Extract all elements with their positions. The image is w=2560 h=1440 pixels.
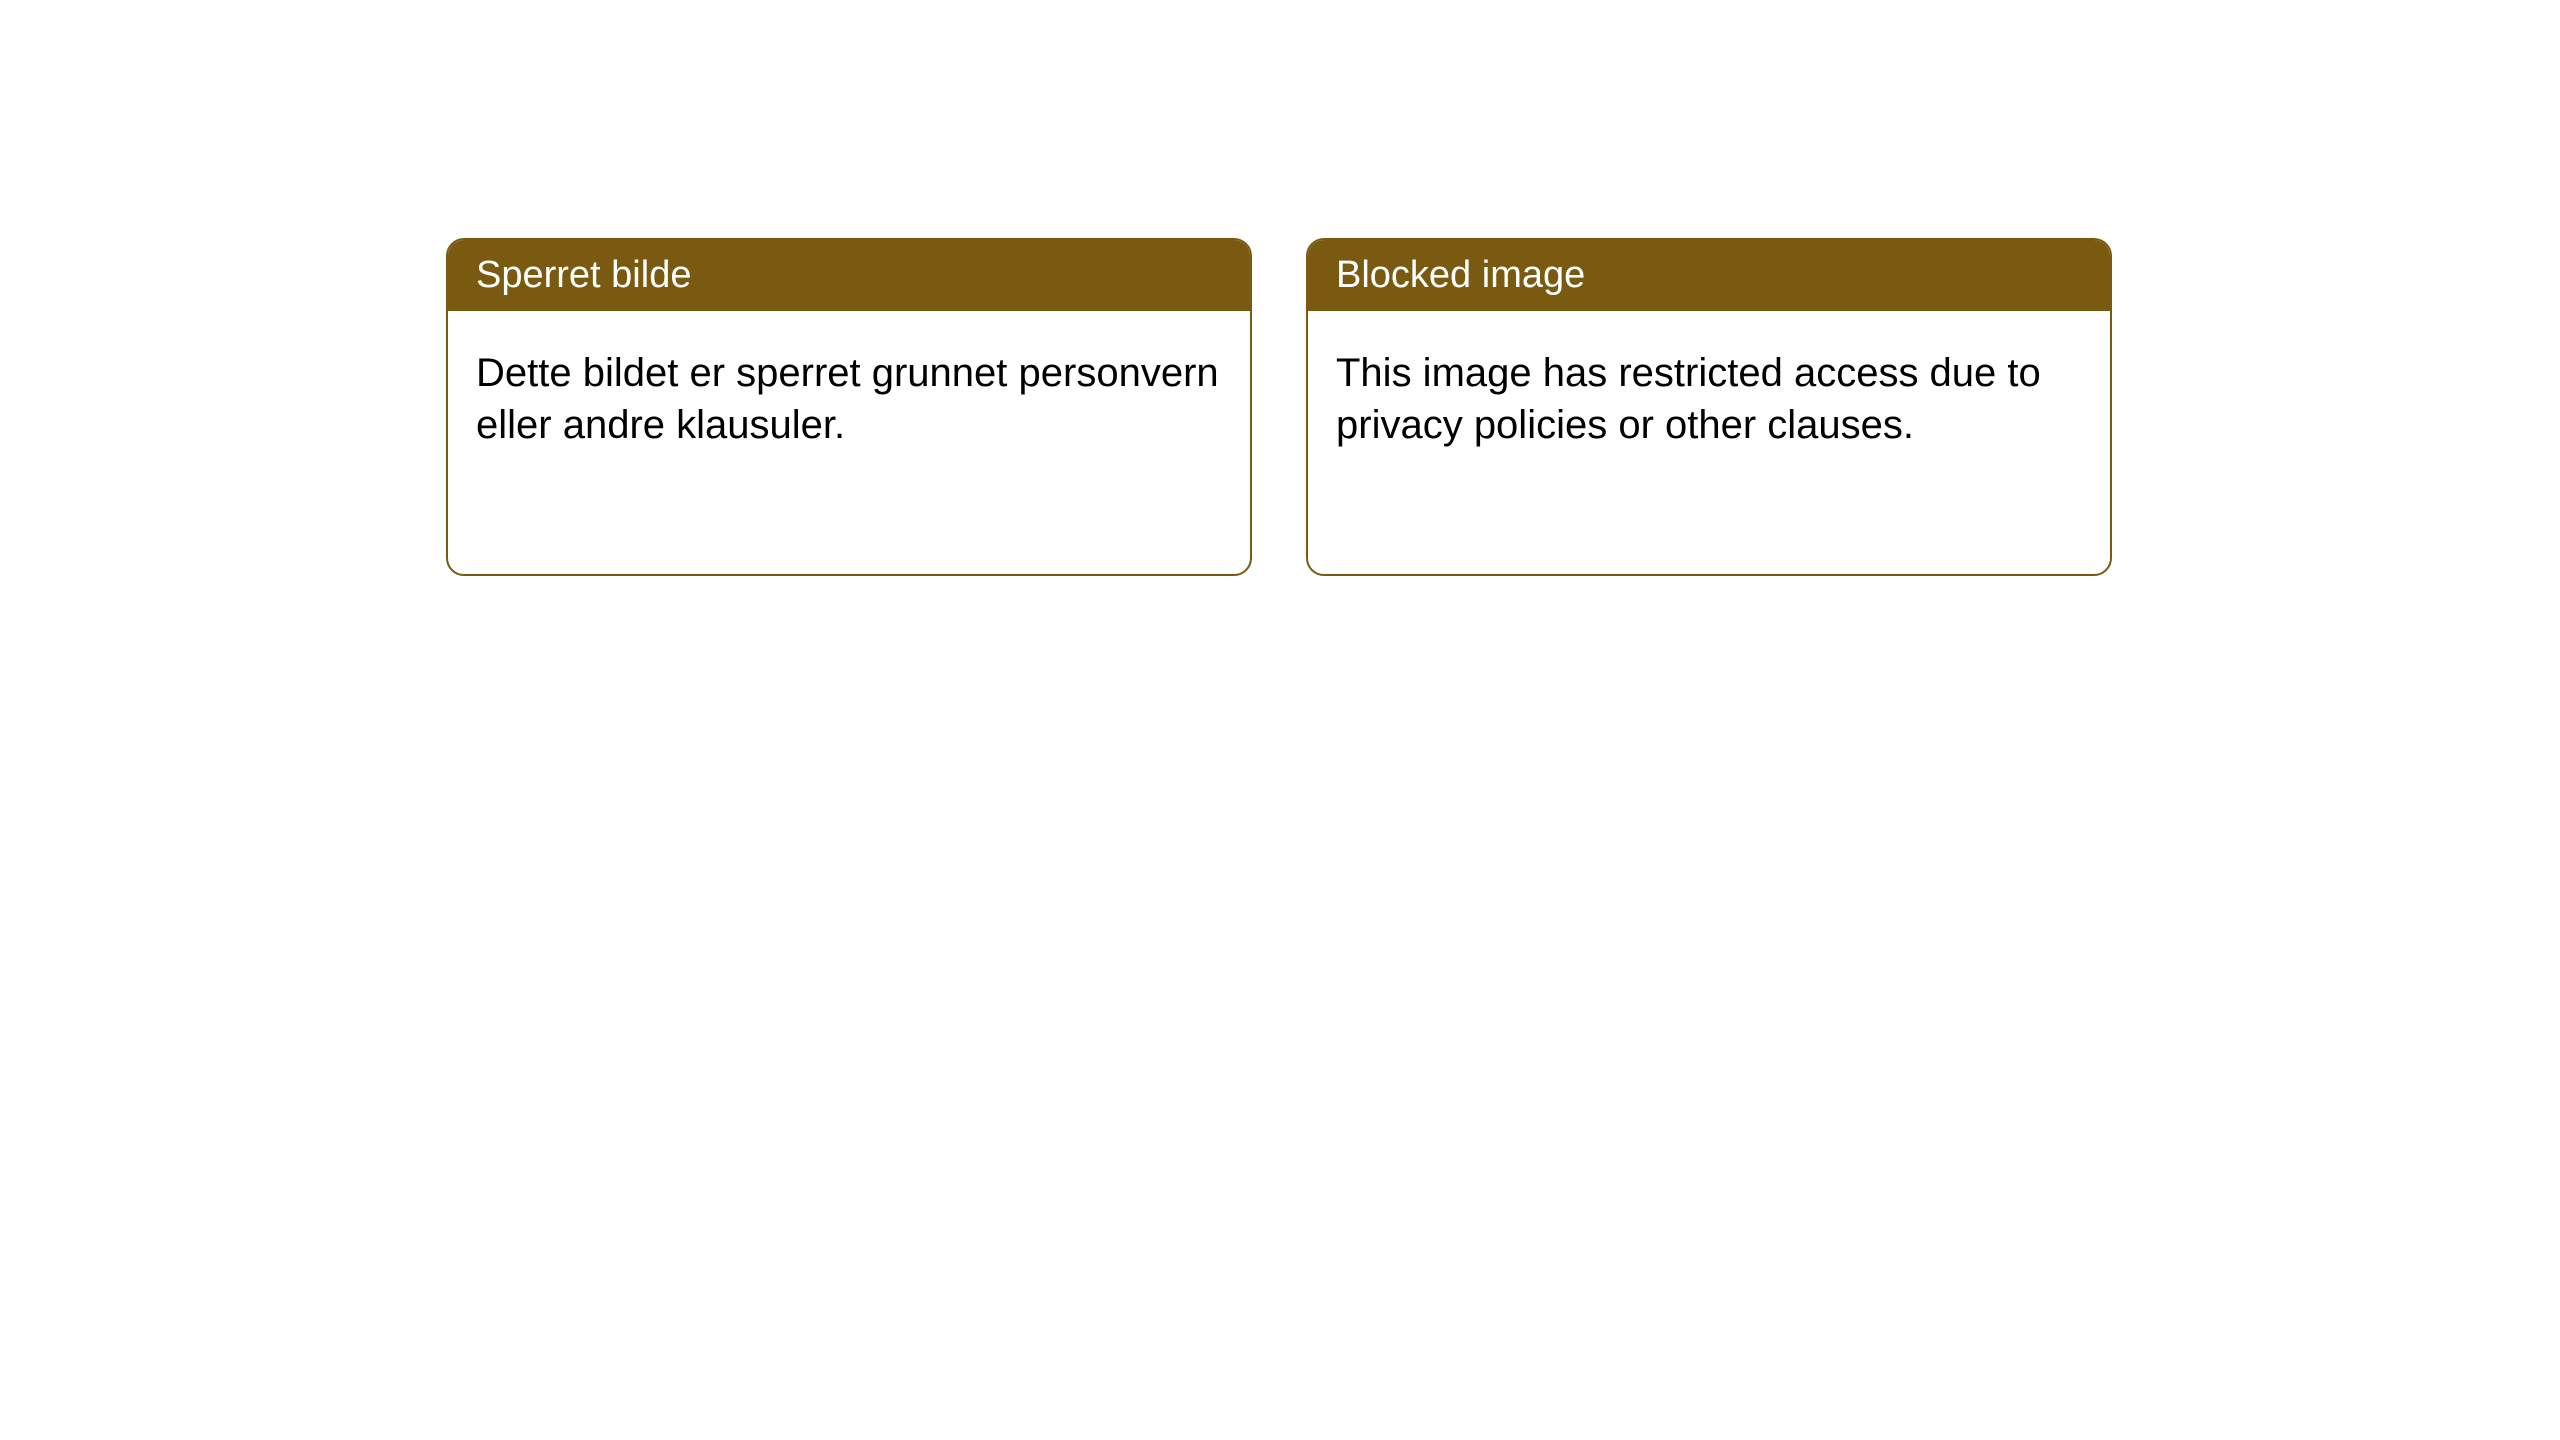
notice-header-text: Sperret bilde [476, 254, 691, 296]
notice-card-english: Blocked image This image has restricted … [1306, 238, 2112, 576]
notice-card-body: This image has restricted access due to … [1308, 311, 2110, 487]
notice-card-norwegian: Sperret bilde Dette bildet er sperret gr… [446, 238, 1252, 576]
notice-card-header: Sperret bilde [448, 240, 1250, 311]
notice-card-body: Dette bildet er sperret grunnet personve… [448, 311, 1250, 487]
notice-body-text: This image has restricted access due to … [1336, 351, 2041, 447]
notice-card-header: Blocked image [1308, 240, 2110, 311]
notice-body-text: Dette bildet er sperret grunnet personve… [476, 351, 1219, 447]
notice-header-text: Blocked image [1336, 254, 1585, 296]
notice-card-container: Sperret bilde Dette bildet er sperret gr… [446, 238, 2112, 576]
